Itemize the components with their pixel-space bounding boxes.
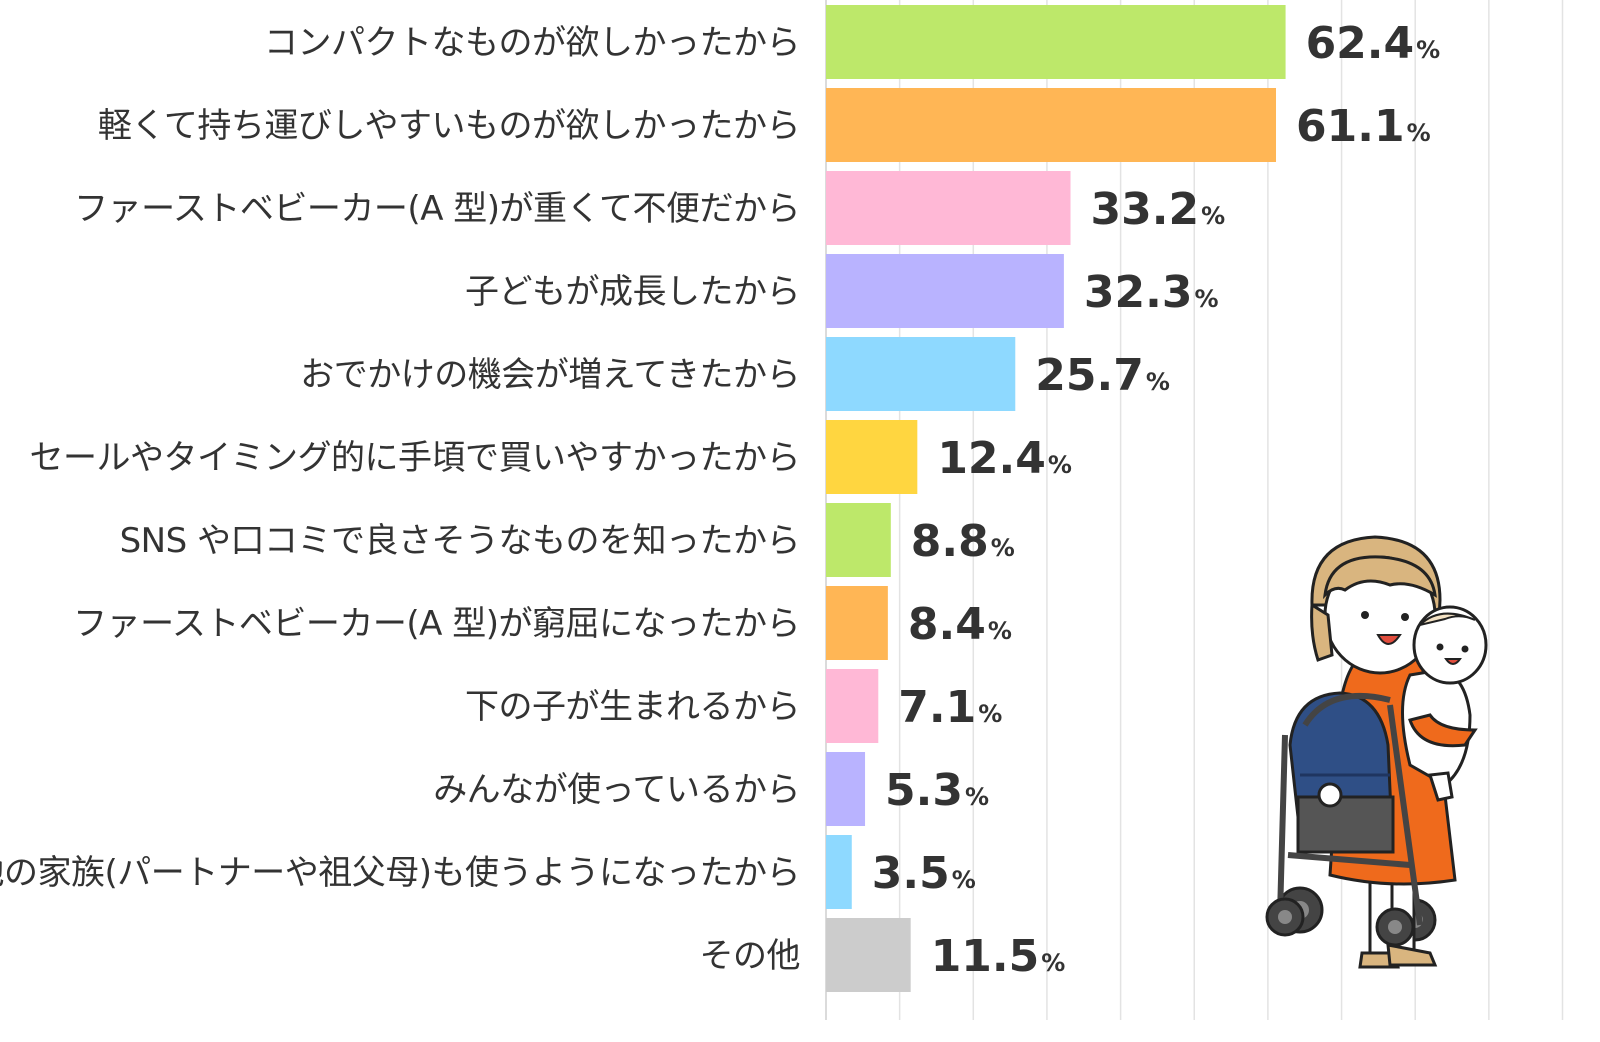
- value-label: 61.1%: [1296, 101, 1431, 152]
- percent-sign: %: [1194, 285, 1218, 313]
- bar: [826, 586, 888, 660]
- bar: [826, 5, 1286, 79]
- percent-sign: %: [991, 534, 1015, 562]
- value-label: 7.1%: [898, 682, 1002, 733]
- category-labels: コンパクトなものが欲しかったから軽くて持ち運びしやすいものが欲しかったからファー…: [0, 23, 801, 976]
- percent-sign: %: [988, 617, 1012, 645]
- value-label: 12.4%: [937, 433, 1072, 484]
- value-label: 11.5%: [931, 931, 1066, 982]
- value-label: 62.4%: [1306, 18, 1441, 69]
- percent-sign: %: [1048, 451, 1072, 479]
- mother-head: [1310, 535, 1442, 675]
- category-label: ファーストベビーカー(A 型)が重くて不便だから: [74, 189, 800, 229]
- percent-sign: %: [978, 700, 1002, 728]
- category-label: 他の家族(パートナーや祖父母)も使うようになったから: [0, 853, 800, 893]
- percent-sign: %: [1146, 368, 1170, 396]
- category-label: 下の子が生まれるから: [465, 687, 800, 727]
- mother-baby-stroller-illustration: [1265, 535, 1488, 969]
- category-label: ファーストベビーカー(A 型)が窮屈になったから: [73, 604, 800, 644]
- bar: [826, 835, 852, 909]
- bar: [826, 88, 1277, 162]
- value-label: 8.8%: [911, 516, 1015, 567]
- percent-sign: %: [1416, 36, 1440, 64]
- bar: [826, 669, 879, 743]
- percent-sign: %: [1041, 949, 1065, 977]
- percent-sign: %: [1407, 119, 1431, 147]
- percent-sign: %: [1201, 202, 1225, 230]
- bar: [826, 752, 866, 826]
- category-label: SNS や口コミで良さそうなものを知ったから: [120, 521, 800, 561]
- category-label: 軽くて持ち運びしやすいものが欲しかったから: [98, 106, 800, 146]
- percent-sign: %: [965, 783, 989, 811]
- category-label: 子どもが成長したから: [465, 272, 800, 312]
- category-label: コンパクトなものが欲しかったから: [264, 23, 800, 63]
- gridlines: [825, 0, 1564, 1020]
- percent-sign: %: [952, 866, 976, 894]
- bar: [826, 420, 918, 494]
- category-label: セールやタイミング的に手頃で買いやすかったから: [30, 438, 801, 478]
- bar: [826, 254, 1064, 328]
- value-label: 25.7%: [1035, 350, 1170, 401]
- category-label: その他: [700, 936, 801, 976]
- value-labels: 62.4% 61.1% 33.2% 32.3% 25.7% 12.4% 8.8% 8.4% 7.…: [872, 18, 1440, 982]
- bars: [826, 5, 1286, 992]
- bar: [826, 337, 1016, 411]
- bar: [826, 503, 891, 577]
- category-label: みんなが使っているから: [433, 770, 800, 810]
- bar: [826, 171, 1071, 245]
- stroller-front-wheel-icon: [1265, 897, 1415, 947]
- bar: [826, 918, 911, 992]
- value-label: 32.3%: [1084, 267, 1219, 318]
- value-label: 8.4%: [908, 599, 1012, 650]
- stroller: [1277, 691, 1423, 926]
- value-label: 33.2%: [1091, 184, 1226, 235]
- category-label: おでかけの機会が増えてきたから: [300, 355, 800, 395]
- value-label: 3.5%: [872, 848, 976, 899]
- mother-arm: [1408, 713, 1478, 748]
